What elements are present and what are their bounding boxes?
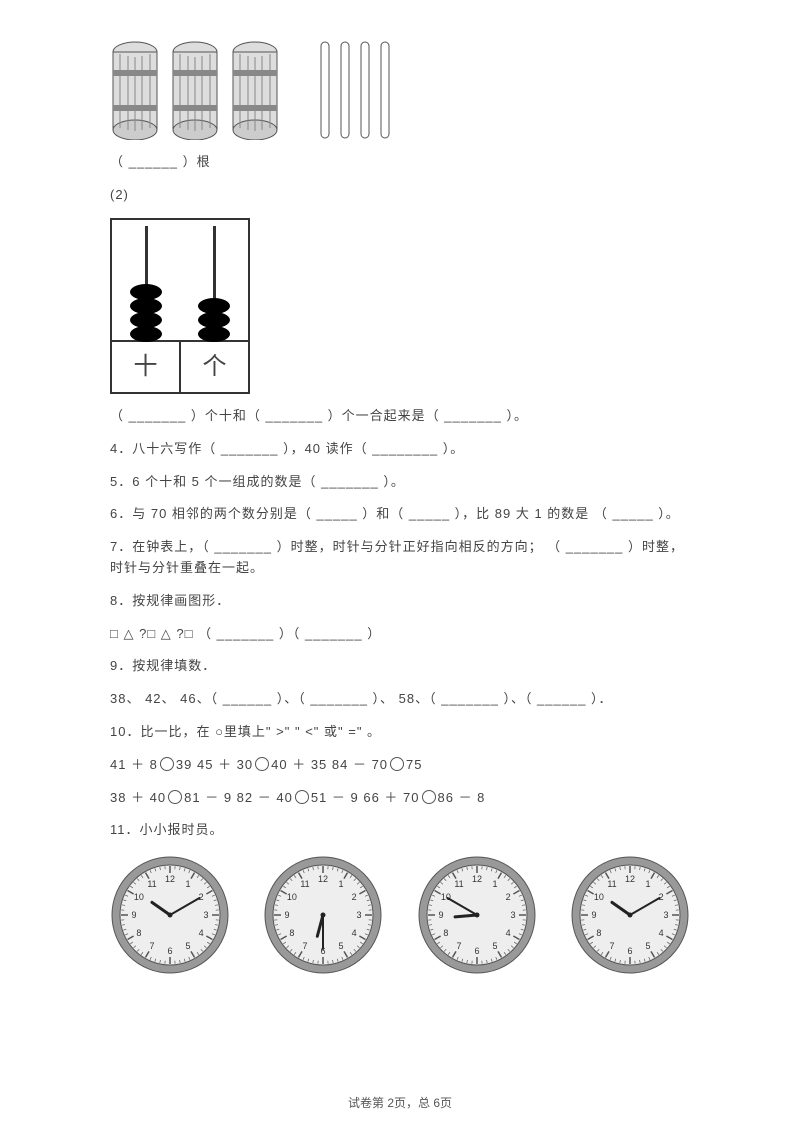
svg-text:2: 2 (505, 892, 510, 902)
clock-icon: 123456789101112 (263, 855, 383, 975)
svg-text:12: 12 (318, 874, 328, 884)
svg-text:11: 11 (301, 879, 310, 889)
q6: 6．与 70 相邻的两个数分别是（ _____ ）和（ _____ ），比 89… (110, 504, 690, 525)
svg-text:11: 11 (607, 879, 616, 889)
circle-blank-icon (422, 790, 436, 804)
clock-icon: 123456789101112 (110, 855, 230, 975)
svg-text:6: 6 (474, 946, 479, 956)
page-footer: 试卷第 2页，总 6页 (0, 1094, 800, 1113)
svg-text:8: 8 (596, 928, 601, 938)
svg-text:11: 11 (454, 879, 463, 889)
q8-seq: □ △ ?□ △ ?□ （ _______ ）（ _______ ） (110, 624, 690, 645)
svg-text:8: 8 (136, 928, 141, 938)
svg-text:1: 1 (339, 879, 344, 889)
svg-text:5: 5 (185, 941, 190, 951)
q3-2-text: （ _______ ）个十和（ _______ ）个一合起来是（ _______… (110, 406, 690, 427)
svg-text:12: 12 (472, 874, 482, 884)
single-stick-icon (340, 40, 350, 140)
circle-blank-icon (255, 757, 269, 771)
svg-text:10: 10 (440, 892, 450, 902)
q3-2-label: (2) (110, 185, 690, 206)
svg-text:3: 3 (663, 910, 668, 920)
svg-text:9: 9 (285, 910, 290, 920)
svg-text:12: 12 (165, 874, 175, 884)
clock-icon: 123456789101112 (417, 855, 537, 975)
q4: 4．八十六写作（ _______ ），40 读作（ ________ ）。 (110, 439, 690, 460)
stick-bundle-icon (110, 40, 160, 140)
q7: 7．在钟表上，（ _______ ）时整，时针与分针正好指向相反的方向； （ _… (110, 537, 690, 579)
svg-text:4: 4 (352, 928, 357, 938)
q10-row1: 41 ＋ 839 45 ＋ 3040 ＋ 35 84 － 7075 (110, 755, 690, 776)
svg-text:2: 2 (659, 892, 664, 902)
abacus-tens-rod (112, 220, 180, 340)
single-stick-icon (320, 40, 330, 140)
svg-text:10: 10 (134, 892, 144, 902)
svg-text:4: 4 (659, 928, 664, 938)
clock-icon: 123456789101112 (570, 855, 690, 975)
svg-text:8: 8 (443, 928, 448, 938)
svg-text:7: 7 (609, 941, 614, 951)
svg-text:10: 10 (594, 892, 604, 902)
svg-text:7: 7 (456, 941, 461, 951)
svg-text:7: 7 (149, 941, 154, 951)
svg-text:1: 1 (645, 879, 650, 889)
svg-text:3: 3 (203, 910, 208, 920)
svg-text:12: 12 (625, 874, 635, 884)
svg-text:9: 9 (131, 910, 136, 920)
circle-blank-icon (168, 790, 182, 804)
svg-text:1: 1 (185, 879, 190, 889)
svg-text:5: 5 (339, 941, 344, 951)
abacus-figure: 十 个 (110, 218, 690, 394)
svg-text:4: 4 (505, 928, 510, 938)
q9-title: 9．按规律填数． (110, 656, 690, 677)
svg-text:9: 9 (438, 910, 443, 920)
svg-text:4: 4 (199, 928, 204, 938)
stick-bundle-icon (170, 40, 220, 140)
circle-blank-icon (295, 790, 309, 804)
svg-text:9: 9 (591, 910, 596, 920)
svg-text:2: 2 (352, 892, 357, 902)
sticks-figure (110, 40, 690, 140)
q10-title: 10．比一比，在 ○里填上" >" " <" 或" =" 。 (110, 722, 690, 743)
circle-blank-icon (160, 757, 174, 771)
abacus-tens-label: 十 (112, 342, 181, 392)
svg-text:5: 5 (645, 941, 650, 951)
q10-row2: 38 ＋ 4081 － 9 82 － 4051 － 9 66 ＋ 7086 － … (110, 788, 690, 809)
q11: 11．小小报时员。 (110, 820, 690, 841)
svg-text:7: 7 (303, 941, 308, 951)
svg-text:8: 8 (290, 928, 295, 938)
svg-text:10: 10 (287, 892, 297, 902)
svg-text:3: 3 (510, 910, 515, 920)
abacus-ones-rod (180, 220, 248, 340)
circle-blank-icon (390, 757, 404, 771)
single-stick-icon (380, 40, 390, 140)
single-stick-icon (360, 40, 370, 140)
svg-text:6: 6 (167, 946, 172, 956)
clocks-row: 123456789101112 123456789101112 12345678… (110, 855, 690, 975)
stick-bundle-icon (230, 40, 280, 140)
svg-text:6: 6 (627, 946, 632, 956)
abacus-ones-label: 个 (181, 342, 248, 392)
svg-text:1: 1 (492, 879, 497, 889)
q10-title-text: 10．比一比，在 ○里填上" >" " <" 或" =" 。 (110, 724, 381, 739)
q8-title: 8．按规律画图形． (110, 591, 690, 612)
q3-1-answer: （ ______ ）根 (110, 152, 690, 173)
q5: 5．6 个十和 5 个一组成的数是（ _______ ）。 (110, 472, 690, 493)
svg-text:2: 2 (199, 892, 204, 902)
svg-text:3: 3 (357, 910, 362, 920)
svg-text:5: 5 (492, 941, 497, 951)
svg-text:11: 11 (147, 879, 156, 889)
q9-seq: 38、 42、 46、（ ______ ）、（ _______ ）、 58、（ … (110, 689, 690, 710)
